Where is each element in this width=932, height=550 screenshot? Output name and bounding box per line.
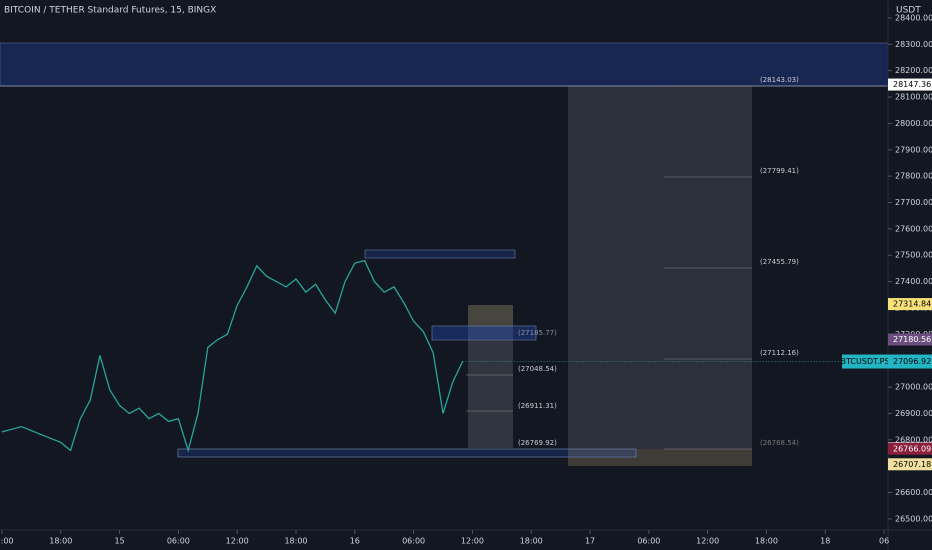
x-tick-label: 18:00 — [49, 537, 72, 546]
y-tick-label: 27900.00 — [895, 145, 932, 154]
fib-box — [468, 305, 513, 448]
y-tick-label: 28400.00 — [895, 13, 932, 22]
price-label-bg — [888, 78, 932, 91]
x-tick-label: 12:00 — [226, 537, 249, 546]
zone-box — [364, 249, 516, 259]
y-tick-label: 26900.00 — [895, 409, 932, 418]
x-tick-label: 06 — [879, 537, 889, 546]
symbol-label-bg — [842, 354, 888, 369]
price-label: 26766.09 — [893, 444, 931, 453]
chart-title: BITCOIN / TETHER Standard Futures, 15, B… — [4, 6, 216, 16]
price-label: 27314.84 — [893, 300, 931, 309]
x-tick-label: 12:00 — [461, 537, 484, 546]
x-tick-label: 06:00 — [402, 537, 425, 546]
x-tick-label: 06:00 — [637, 537, 660, 546]
x-tick-label: 18:00 — [284, 537, 307, 546]
y-tick-label: 27500.00 — [895, 251, 932, 260]
y-tick-label: 28100.00 — [895, 93, 932, 102]
price-label-bg — [888, 298, 932, 311]
price-label: 28147.36 — [893, 80, 931, 89]
x-tick-label: 16 — [350, 537, 360, 546]
x-tick-label: 15 — [114, 537, 124, 546]
annotation: (26768.54) — [760, 439, 799, 447]
annotation: (26769.92) — [518, 439, 557, 447]
y-tick-label: 27400.00 — [895, 277, 932, 286]
price-label-bg — [888, 333, 932, 346]
price-label-bg — [888, 442, 932, 455]
zone-box — [177, 448, 637, 458]
annotation: (27112.16) — [760, 349, 799, 357]
y-tick-label: 27600.00 — [895, 224, 932, 233]
x-tick-label: 18:00 — [520, 537, 543, 546]
x-tick-label: 12:00 — [696, 537, 719, 546]
last-price: 27096.92 — [893, 357, 931, 366]
projection-box — [568, 86, 752, 466]
y-tick-label: 28000.00 — [895, 119, 932, 128]
annotation: (26911.31) — [518, 402, 557, 410]
x-tick-label: 17 — [585, 537, 595, 546]
y-tick-label: 27000.00 — [895, 383, 932, 392]
annotation: (27455.79) — [760, 258, 799, 266]
fib-levels — [466, 85, 752, 450]
annotation: (27185.77) — [518, 329, 557, 337]
price-line — [1, 259, 464, 453]
price-label: 27180.56 — [893, 335, 931, 344]
x-tick-label: 12:00 — [0, 537, 13, 546]
y-tick-label: 28200.00 — [895, 66, 932, 75]
x-tick-label: 18 — [820, 537, 830, 546]
zone-box — [431, 325, 537, 341]
annotation: (28143.03) — [760, 76, 799, 84]
symbol-label: BTCUSDT.PS — [841, 357, 890, 366]
y-tick-label: 26800.00 — [895, 435, 932, 444]
currency: USDT — [896, 6, 921, 16]
annotation: (27048.54) — [518, 365, 557, 373]
y-tick-label: 28300.00 — [895, 40, 932, 49]
annotation: (27799.41) — [760, 167, 799, 175]
fib-box-top — [468, 305, 513, 327]
x-tick-label: 06:00 — [167, 537, 190, 546]
y-tick-label: 27700.00 — [895, 198, 932, 207]
y-tick-label: 26600.00 — [895, 488, 932, 497]
price-label: 26707.18 — [893, 460, 931, 469]
y-tick-label: 26500.00 — [895, 514, 932, 523]
x-tick-label: 18:00 — [755, 537, 778, 546]
projection-box-bottom — [568, 449, 752, 466]
supply-zone — [0, 42, 889, 87]
price-label-bg — [888, 458, 932, 471]
y-tick-label: 27800.00 — [895, 172, 932, 181]
last-price-bg — [888, 354, 932, 369]
